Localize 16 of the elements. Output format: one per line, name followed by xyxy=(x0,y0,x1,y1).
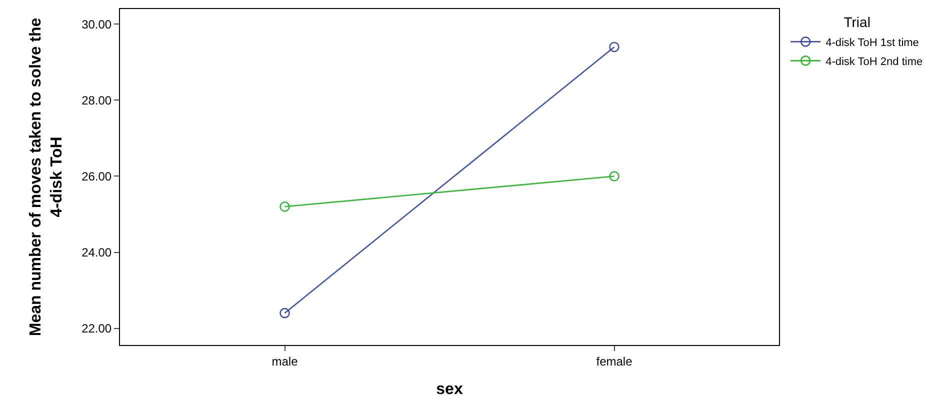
y-axis-title: Mean number of moves taken to solve the 4-disk ToH xyxy=(28,18,66,336)
legend-label: 4-disk ToH 2nd time xyxy=(826,56,923,68)
point xyxy=(280,308,290,318)
x-tick-label: female xyxy=(596,354,633,368)
legend-label: 4-disk ToH 1st time xyxy=(826,36,919,49)
y-tick-label: 26.00 xyxy=(82,169,112,184)
point xyxy=(609,171,620,182)
y-tick-label: 30.00 xyxy=(82,17,112,32)
point xyxy=(280,202,290,212)
y-tick-label: 22.00 xyxy=(82,321,112,336)
y-tick-label: 28.00 xyxy=(82,93,112,108)
point xyxy=(609,42,620,52)
x-tick-label: male xyxy=(272,354,298,368)
legend-title: Trial xyxy=(844,14,870,30)
y-tick-label: 24.00 xyxy=(82,245,112,260)
x-axis-title: sex xyxy=(436,381,463,398)
